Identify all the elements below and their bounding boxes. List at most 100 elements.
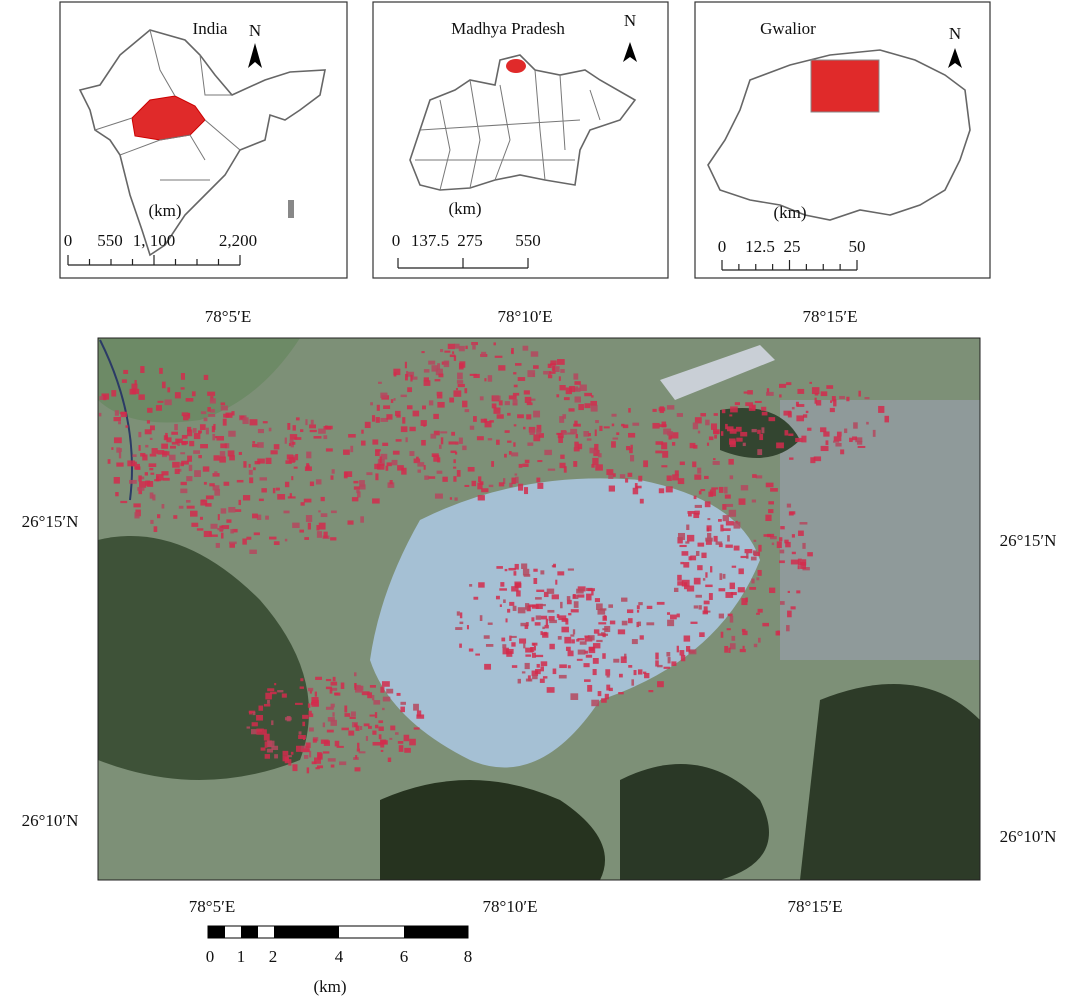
red-patch bbox=[263, 421, 268, 423]
red-patch bbox=[223, 419, 227, 426]
red-patch bbox=[734, 546, 740, 551]
red-patch bbox=[257, 459, 265, 464]
red-patch bbox=[826, 440, 829, 445]
red-patch bbox=[780, 550, 785, 554]
red-patch bbox=[557, 359, 565, 365]
red-patch bbox=[609, 486, 615, 492]
red-patch bbox=[604, 426, 610, 428]
red-patch bbox=[630, 455, 634, 461]
red-patch bbox=[390, 480, 393, 484]
red-patch bbox=[573, 461, 577, 467]
red-patch bbox=[820, 427, 826, 432]
red-patch bbox=[390, 726, 395, 731]
red-patch bbox=[584, 393, 592, 396]
red-patch bbox=[247, 726, 250, 728]
red-patch bbox=[498, 365, 505, 370]
red-patch bbox=[267, 688, 274, 691]
red-patch bbox=[766, 483, 774, 488]
latitude-label: 26°10′N bbox=[1000, 827, 1057, 846]
red-patch bbox=[730, 475, 734, 479]
red-patch bbox=[678, 533, 685, 540]
red-patch bbox=[457, 470, 461, 477]
red-patch bbox=[223, 414, 229, 418]
red-patch bbox=[719, 487, 724, 493]
red-patch bbox=[291, 752, 294, 755]
red-patch bbox=[254, 532, 260, 535]
red-patch bbox=[655, 653, 658, 660]
red-patch bbox=[788, 411, 792, 417]
red-patch bbox=[675, 470, 679, 475]
red-patch bbox=[758, 570, 762, 576]
red-patch bbox=[525, 397, 532, 403]
red-patch bbox=[729, 414, 732, 416]
red-patch bbox=[752, 429, 757, 432]
red-patch bbox=[205, 503, 211, 507]
red-patch bbox=[134, 380, 136, 385]
red-patch bbox=[690, 555, 696, 560]
red-patch bbox=[114, 417, 121, 421]
red-patch bbox=[742, 631, 747, 635]
red-patch bbox=[399, 745, 404, 752]
red-patch bbox=[265, 516, 269, 520]
red-patch bbox=[252, 441, 255, 443]
red-patch bbox=[779, 537, 782, 541]
red-patch bbox=[306, 515, 312, 522]
red-patch bbox=[705, 538, 713, 542]
red-patch bbox=[559, 675, 567, 679]
red-patch bbox=[321, 740, 329, 744]
red-patch bbox=[526, 679, 532, 682]
red-patch bbox=[613, 659, 619, 663]
red-patch bbox=[802, 543, 805, 549]
red-patch bbox=[261, 488, 266, 492]
red-patch bbox=[609, 688, 613, 691]
red-patch bbox=[265, 741, 268, 747]
red-patch bbox=[604, 626, 610, 632]
red-patch bbox=[134, 464, 140, 470]
red-patch bbox=[749, 587, 756, 590]
red-patch bbox=[623, 425, 628, 429]
red-patch bbox=[465, 409, 470, 412]
red-patch bbox=[591, 590, 593, 596]
red-patch bbox=[188, 413, 190, 418]
red-patch bbox=[435, 494, 443, 499]
scale-unit: (km) bbox=[448, 199, 481, 218]
red-patch bbox=[305, 419, 307, 425]
red-patch bbox=[730, 643, 736, 649]
red-patch bbox=[204, 375, 209, 380]
red-patch bbox=[714, 536, 718, 542]
red-patch bbox=[612, 424, 614, 427]
red-patch bbox=[507, 609, 510, 613]
red-patch bbox=[357, 743, 359, 749]
red-patch bbox=[638, 476, 642, 482]
red-patch bbox=[667, 612, 670, 615]
red-patch bbox=[395, 411, 401, 416]
red-patch bbox=[547, 589, 554, 594]
red-patch bbox=[652, 409, 656, 412]
red-patch bbox=[736, 427, 742, 432]
red-patch bbox=[417, 462, 424, 466]
red-patch bbox=[523, 643, 525, 648]
red-patch bbox=[593, 669, 597, 675]
red-patch bbox=[499, 400, 503, 405]
red-patch bbox=[209, 532, 211, 536]
red-patch bbox=[186, 398, 194, 402]
red-patch bbox=[503, 599, 506, 603]
red-patch bbox=[380, 456, 382, 463]
red-patch bbox=[666, 652, 670, 657]
red-patch bbox=[214, 455, 220, 460]
red-patch bbox=[214, 489, 220, 496]
red-patch bbox=[543, 676, 547, 678]
red-patch bbox=[741, 485, 748, 490]
red-patch bbox=[754, 540, 757, 542]
red-patch bbox=[664, 667, 670, 669]
red-patch bbox=[290, 434, 297, 439]
red-patch bbox=[379, 726, 384, 730]
red-patch bbox=[372, 415, 375, 422]
red-patch bbox=[780, 526, 784, 529]
red-patch bbox=[573, 424, 581, 427]
red-patch bbox=[319, 523, 326, 530]
red-patch bbox=[438, 374, 443, 378]
red-patch bbox=[697, 468, 701, 474]
red-patch bbox=[731, 636, 735, 641]
red-patch bbox=[584, 663, 590, 667]
